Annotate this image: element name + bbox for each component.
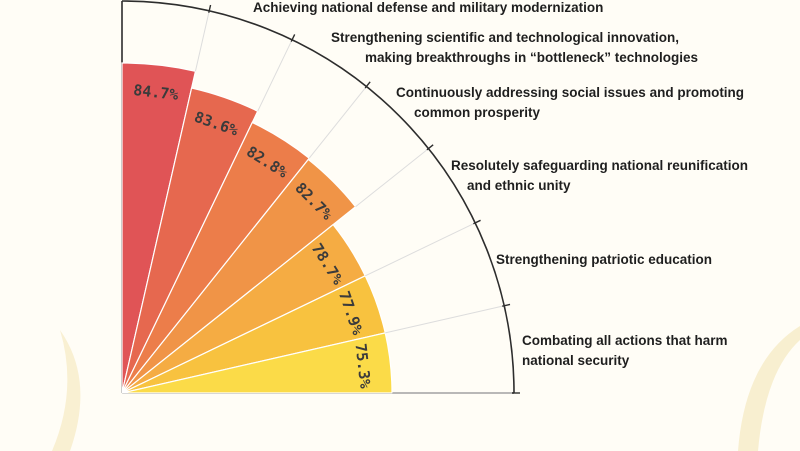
category-label: Strengthening scientific and technologic… bbox=[331, 28, 698, 68]
category-label-line: and ethnic unity bbox=[467, 178, 571, 193]
category-label: Achieving national defense and military … bbox=[253, 0, 603, 18]
category-label-line: Resolutely safeguarding national reunifi… bbox=[451, 158, 749, 173]
category-label-line: Continuously addressing social issues an… bbox=[396, 85, 745, 100]
left-leaf-shape bbox=[52, 330, 81, 451]
category-label: Continuously addressing social issues an… bbox=[396, 83, 744, 123]
ring-tick bbox=[426, 144, 434, 151]
category-label: Strengthening patriotic education bbox=[496, 250, 712, 270]
ring-tick bbox=[208, 4, 212, 13]
background-decoration bbox=[52, 326, 800, 451]
category-label-line: Strengthening scientific and technologic… bbox=[331, 30, 680, 45]
value-label: 75.3% bbox=[352, 342, 375, 389]
tick-marks-group bbox=[194, 4, 520, 394]
category-label: Resolutely safeguarding national reunifi… bbox=[451, 156, 748, 196]
ring-divider bbox=[308, 86, 367, 159]
ring-divider bbox=[385, 305, 505, 334]
ring-tick bbox=[290, 34, 296, 42]
category-label-line: making breakthroughs in “bottleneck” tec… bbox=[365, 50, 699, 65]
category-label: Combating all actions that harm national … bbox=[522, 331, 728, 371]
category-label-line: common prosperity bbox=[414, 105, 541, 120]
category-label-line: Strengthening patriotic education bbox=[496, 252, 713, 267]
ring-divider bbox=[257, 39, 293, 112]
category-label-line: national security bbox=[522, 353, 630, 368]
wedges-group bbox=[121, 62, 393, 394]
ring-divider bbox=[194, 10, 210, 72]
ring-tick bbox=[502, 303, 511, 307]
right-leaf-shape bbox=[738, 326, 800, 451]
category-label-line: Combating all actions that harm bbox=[522, 333, 728, 348]
ring-tick bbox=[364, 81, 371, 89]
category-label-line: Achieving national defense and military … bbox=[253, 0, 604, 15]
value-label: 84.7% bbox=[132, 81, 179, 104]
wedge bbox=[121, 87, 259, 394]
ring-divider bbox=[365, 222, 476, 277]
ring-tick bbox=[473, 219, 481, 225]
outer-arc bbox=[121, 0, 515, 394]
ring-divider bbox=[355, 148, 429, 208]
